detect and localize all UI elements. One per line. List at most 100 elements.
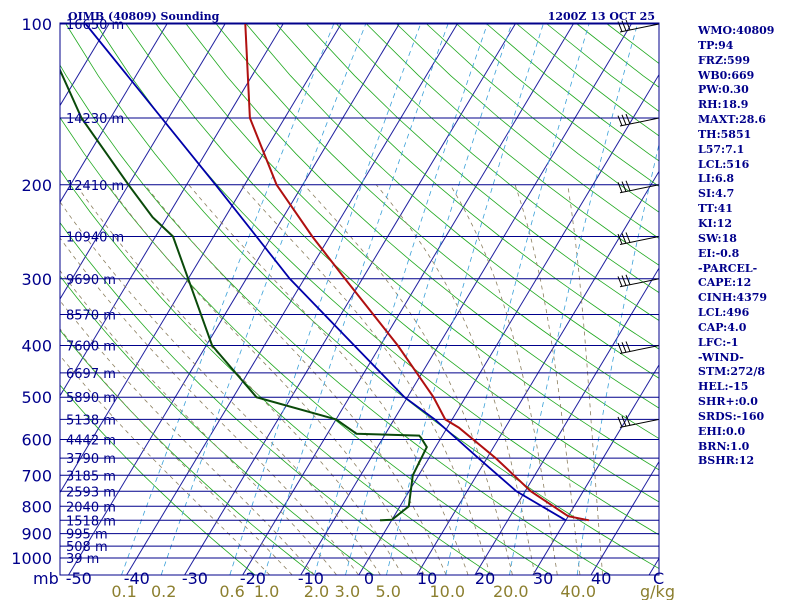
pressure-tick-label: 300 bbox=[21, 270, 52, 289]
wind-barb bbox=[617, 113, 660, 127]
dry-adiabat-line bbox=[60, 384, 256, 575]
moist-adiabat-line bbox=[449, 184, 558, 575]
isotherm-line bbox=[68, 23, 400, 575]
mixing-ratio-label: 0.6 bbox=[219, 582, 244, 600]
height-label: 8570 m bbox=[66, 309, 116, 324]
dry-adiabat-line bbox=[185, 23, 659, 440]
pressure-tick-label: 100 bbox=[21, 15, 52, 34]
dry-adiabat-line bbox=[245, 23, 659, 379]
index-item: WMO:40809 bbox=[698, 24, 775, 37]
pressure-tick-label: 600 bbox=[21, 431, 52, 450]
mixing-ratio-label: 40.0 bbox=[560, 582, 596, 600]
height-label: 508 m bbox=[66, 540, 108, 555]
mixing-ratio-line bbox=[264, 23, 449, 575]
index-item: CINH:4379 bbox=[698, 291, 768, 305]
pressure-tick-label: 500 bbox=[21, 388, 52, 407]
mixing-ratio-line bbox=[314, 23, 488, 575]
isotherm-line bbox=[300, 23, 632, 575]
mixing-ratio-label: 10.0 bbox=[429, 582, 465, 600]
pressure-tick-label: 1000 bbox=[11, 549, 52, 568]
temperature-tick-label: 30 bbox=[533, 569, 553, 588]
dry-adiabat-line bbox=[60, 329, 315, 575]
isotherm-line bbox=[242, 23, 574, 575]
temperature-tick-label: -30 bbox=[182, 569, 208, 588]
moist-adiabat-line bbox=[60, 201, 381, 575]
pressure-unit-label: mb bbox=[33, 569, 59, 588]
height-label: 2040 m bbox=[66, 500, 116, 515]
height-label: 995 m bbox=[66, 528, 108, 543]
mixing-ratio-label: 3.0 bbox=[335, 582, 360, 600]
mixing-ratio-label: 20.0 bbox=[493, 582, 529, 600]
isotherm-line bbox=[60, 23, 168, 204]
index-item: -WIND- bbox=[698, 350, 744, 364]
pressure-tick-label: 400 bbox=[21, 337, 52, 356]
index-item: LCL:516 bbox=[698, 157, 750, 171]
index-item: LI:6.8 bbox=[698, 172, 735, 186]
pressure-tick-label: 200 bbox=[21, 176, 52, 195]
index-item: HEL:-15 bbox=[698, 380, 749, 394]
temperature-tick-label: 40 bbox=[591, 569, 611, 588]
height-label: 3790 m bbox=[66, 452, 116, 467]
moist-adiabat-line bbox=[60, 300, 315, 575]
index-item: KI:12 bbox=[698, 216, 733, 230]
index-item: TT:41 bbox=[698, 202, 733, 216]
height-label: 6697 m bbox=[66, 367, 116, 382]
chart-grid bbox=[60, 23, 659, 575]
temperature-tick-label: -10 bbox=[298, 569, 324, 588]
dry-adiabat-line bbox=[336, 23, 659, 294]
dry-adiabat-line bbox=[60, 169, 493, 575]
wind-barb bbox=[617, 415, 660, 428]
mixing-ratio-line bbox=[509, 23, 638, 575]
index-item: LFC:-1 bbox=[698, 335, 739, 349]
indices-panel: WMO:40809 TP:94 FRZ:599 WB0:669 PW:0.30 RH:18… bbox=[698, 24, 798, 469]
plot-frame bbox=[59, 22, 660, 576]
index-item: BSHR:12 bbox=[698, 454, 755, 468]
isotherm-line bbox=[474, 267, 659, 575]
dry-adiabat-line bbox=[60, 221, 433, 575]
moist-adiabat-line bbox=[375, 184, 536, 575]
moist-adiabat-line bbox=[75, 184, 403, 575]
pressure-tick-label: 800 bbox=[21, 497, 52, 516]
height-label: 16650 m bbox=[66, 18, 124, 33]
index-item: TP:94 bbox=[698, 38, 734, 52]
wind-barb bbox=[617, 232, 660, 245]
isotherm-line bbox=[358, 73, 659, 575]
index-item: SW:18 bbox=[698, 231, 737, 245]
mixing-ratio-unit-label: g/kg bbox=[640, 582, 675, 600]
isotherm-line bbox=[60, 23, 226, 300]
mixing-ratio-line bbox=[229, 23, 421, 575]
moist-adiabat-line bbox=[188, 184, 469, 575]
sounding-time: 1200Z 13 OCT 25 bbox=[548, 10, 655, 23]
height-label: 5890 m bbox=[66, 391, 116, 406]
temperature-tick-label: -20 bbox=[240, 569, 266, 588]
index-item: SI:4.7 bbox=[698, 187, 735, 201]
index-item: SHR+:0.0 bbox=[698, 395, 758, 409]
mixing-ratio-line bbox=[160, 23, 367, 575]
dry-adiabat-line bbox=[366, 23, 659, 266]
isotherm-line bbox=[60, 23, 284, 397]
height-label: 39 m bbox=[66, 552, 99, 567]
index-item: CAP:4.0 bbox=[698, 320, 747, 334]
moist-adiabat-line bbox=[107, 184, 425, 575]
wind-barb bbox=[617, 180, 660, 194]
moist-adiabat-line bbox=[60, 328, 293, 575]
index-item: WB0:669 bbox=[698, 68, 755, 82]
moist-adiabat-line bbox=[240, 184, 491, 575]
height-label: 10940 m bbox=[66, 231, 124, 246]
dry-adiabat-line bbox=[276, 23, 659, 350]
index-item: -PARCEL- bbox=[698, 261, 758, 275]
parcel-path-line bbox=[84, 23, 567, 522]
dry-adiabat-line bbox=[215, 23, 659, 409]
isotherm-line bbox=[60, 23, 342, 494]
height-label: 14230 m bbox=[66, 112, 124, 127]
index-item: MAXT:28.6 bbox=[698, 113, 766, 127]
wind-barbs bbox=[617, 19, 660, 428]
temperature-tick-label: -40 bbox=[124, 569, 150, 588]
temperature-tick-label: -50 bbox=[66, 569, 92, 588]
height-label: 3185 m bbox=[66, 469, 116, 484]
isotherm-line bbox=[416, 170, 659, 575]
index-item: FRZ:599 bbox=[698, 53, 751, 67]
isotherm-line bbox=[590, 460, 659, 575]
pressure-tick-label: 700 bbox=[21, 466, 52, 485]
temperature-unit-label: C bbox=[653, 569, 664, 588]
